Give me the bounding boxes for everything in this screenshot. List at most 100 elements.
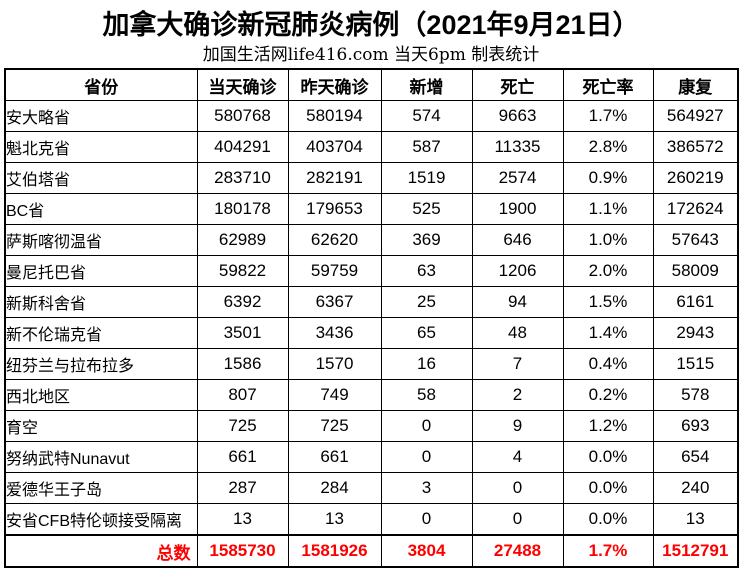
value-cell: 3804 bbox=[380, 534, 473, 568]
province-name-cell: BC省 bbox=[4, 193, 198, 225]
column-header-today-confirmed: 当天确诊 bbox=[196, 68, 289, 101]
value-cell: 807 bbox=[196, 379, 289, 411]
table-row: 纽芬兰与拉布拉多 1586 1570 16 7 0.4% 1515 bbox=[4, 348, 739, 380]
value-cell: 240 bbox=[652, 472, 739, 504]
value-cell: 404291 bbox=[196, 131, 289, 163]
value-cell: 58009 bbox=[652, 255, 739, 287]
value-cell: 0.9% bbox=[562, 162, 654, 194]
value-cell: 0.0% bbox=[562, 441, 654, 473]
value-cell: 1519 bbox=[380, 162, 473, 194]
value-cell: 282191 bbox=[287, 162, 382, 194]
value-cell: 6392 bbox=[196, 286, 289, 318]
value-cell: 403704 bbox=[287, 131, 382, 163]
province-name-cell: 安省CFB特伦顿接受隔离 bbox=[4, 503, 198, 536]
value-cell: 0 bbox=[380, 503, 473, 536]
value-cell: 1900 bbox=[471, 193, 564, 225]
value-cell: 0 bbox=[471, 472, 564, 504]
value-cell: 1515 bbox=[652, 348, 739, 380]
value-cell: 13 bbox=[652, 503, 739, 536]
table-row: 安大略省 580768 580194 574 9663 1.7% 564927 bbox=[4, 100, 739, 132]
province-name-cell: 新斯科舍省 bbox=[4, 286, 198, 318]
value-cell: 725 bbox=[196, 410, 289, 442]
table-row: 爱德华王子岛 287 284 3 0 0.0% 240 bbox=[4, 472, 739, 504]
value-cell: 661 bbox=[196, 441, 289, 473]
value-cell: 9 bbox=[471, 410, 564, 442]
value-cell: 386572 bbox=[652, 131, 739, 163]
value-cell: 6367 bbox=[287, 286, 382, 318]
value-cell: 260219 bbox=[652, 162, 739, 194]
value-cell: 2943 bbox=[652, 317, 739, 349]
table-row: 曼尼托巴省 59822 59759 63 1206 2.0% 58009 bbox=[4, 255, 739, 287]
table-row: 安省CFB特伦顿接受隔离 13 13 0 0 0.0% 13 bbox=[4, 503, 739, 536]
value-cell: 369 bbox=[380, 224, 473, 256]
table-row: 新不伦瑞克省 3501 3436 65 48 1.4% 2943 bbox=[4, 317, 739, 349]
value-cell: 0.0% bbox=[562, 503, 654, 536]
value-cell: 525 bbox=[380, 193, 473, 225]
value-cell: 63 bbox=[380, 255, 473, 287]
value-cell: 654 bbox=[652, 441, 739, 473]
table-row: 魁北克省 404291 403704 587 11335 2.8% 386572 bbox=[4, 131, 739, 163]
value-cell: 661 bbox=[287, 441, 382, 473]
value-cell: 3436 bbox=[287, 317, 382, 349]
value-cell: 1.2% bbox=[562, 410, 654, 442]
table-row: 艾伯塔省 283710 282191 1519 2574 0.9% 260219 bbox=[4, 162, 739, 194]
value-cell: 749 bbox=[287, 379, 382, 411]
value-cell: 2.0% bbox=[562, 255, 654, 287]
value-cell: 580194 bbox=[287, 100, 382, 132]
value-cell: 2.8% bbox=[562, 131, 654, 163]
table-row: 西北地区 807 749 58 2 0.2% 578 bbox=[4, 379, 739, 411]
value-cell: 27488 bbox=[471, 534, 564, 568]
value-cell: 1.0% bbox=[562, 224, 654, 256]
total-label-cell: 总数 bbox=[4, 534, 198, 568]
table-row: BC省 180178 179653 525 1900 1.1% 172624 bbox=[4, 193, 739, 225]
value-cell: 1512791 bbox=[652, 534, 739, 568]
page-subtitle: 加国生活网life416.com 当天6pm 制表统计 bbox=[202, 45, 540, 65]
covid-stats-table: 省份 当天确诊 昨天确诊 新增 死亡 死亡率 康复 安大略省 580768 5801… bbox=[4, 68, 739, 568]
value-cell: 9663 bbox=[471, 100, 564, 132]
value-cell: 1206 bbox=[471, 255, 564, 287]
value-cell: 725 bbox=[287, 410, 382, 442]
value-cell: 564927 bbox=[652, 100, 739, 132]
value-cell: 0.2% bbox=[562, 379, 654, 411]
value-cell: 13 bbox=[196, 503, 289, 536]
value-cell: 646 bbox=[471, 224, 564, 256]
province-name-cell: 曼尼托巴省 bbox=[4, 255, 198, 287]
value-cell: 4 bbox=[471, 441, 564, 473]
value-cell: 1.7% bbox=[562, 534, 654, 568]
value-cell: 57643 bbox=[652, 224, 739, 256]
table-body: 安大略省 580768 580194 574 9663 1.7% 564927 魁北克省 404… bbox=[4, 100, 739, 568]
value-cell: 65 bbox=[380, 317, 473, 349]
value-cell: 0 bbox=[380, 441, 473, 473]
value-cell: 1585730 bbox=[196, 534, 289, 568]
province-name-cell: 纽芬兰与拉布拉多 bbox=[4, 348, 198, 380]
province-name-cell: 新不伦瑞克省 bbox=[4, 317, 198, 349]
value-cell: 172624 bbox=[652, 193, 739, 225]
value-cell: 94 bbox=[471, 286, 564, 318]
value-cell: 1.1% bbox=[562, 193, 654, 225]
value-cell: 59822 bbox=[196, 255, 289, 287]
value-cell: 3 bbox=[380, 472, 473, 504]
value-cell: 2 bbox=[471, 379, 564, 411]
value-cell: 0.0% bbox=[562, 472, 654, 504]
value-cell: 578 bbox=[652, 379, 739, 411]
value-cell: 0 bbox=[380, 410, 473, 442]
province-name-cell: 安大略省 bbox=[4, 100, 198, 132]
value-cell: 283710 bbox=[196, 162, 289, 194]
value-cell: 0.4% bbox=[562, 348, 654, 380]
value-cell: 287 bbox=[196, 472, 289, 504]
value-cell: 1581926 bbox=[287, 534, 382, 568]
value-cell: 574 bbox=[380, 100, 473, 132]
column-header-deaths: 死亡 bbox=[471, 68, 564, 101]
value-cell: 1.5% bbox=[562, 286, 654, 318]
value-cell: 6161 bbox=[652, 286, 739, 318]
value-cell: 693 bbox=[652, 410, 739, 442]
column-header-recovered: 康复 bbox=[652, 68, 739, 101]
value-cell: 284 bbox=[287, 472, 382, 504]
value-cell: 16 bbox=[380, 348, 473, 380]
value-cell: 11335 bbox=[471, 131, 564, 163]
total-row: 总数 1585730 1581926 3804 27488 1.7% 1512791 bbox=[4, 534, 739, 568]
value-cell: 1586 bbox=[196, 348, 289, 380]
province-name-cell: 努纳武特Nunavut bbox=[4, 441, 198, 473]
value-cell: 25 bbox=[380, 286, 473, 318]
